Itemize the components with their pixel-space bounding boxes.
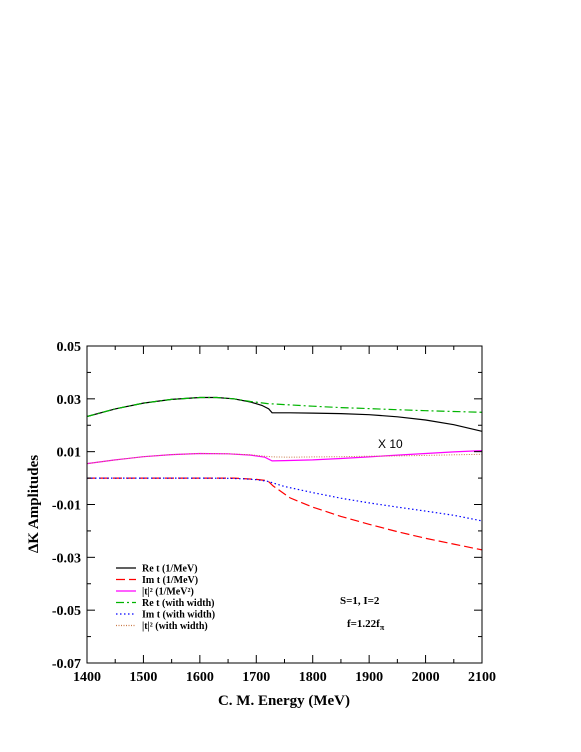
series-line-4: [86, 396, 483, 418]
annotation-state: S=1, I=2: [340, 595, 380, 607]
y-tick-label: -0.01: [52, 499, 81, 514]
legend: Re t (1/MeV)Im t (1/MeV)|t|² (1/MeV²)Re …: [116, 564, 215, 632]
y-tick-label: -0.05: [52, 604, 81, 619]
annotation-coupling-sub: π: [380, 623, 385, 632]
y-tick-label: 0.05: [57, 340, 82, 355]
x-axis-label: C. M. Energy (MeV): [218, 693, 350, 709]
x-tick-label: 1500: [129, 670, 157, 685]
y-tick-label: -0.03: [52, 551, 81, 566]
legend-label: Re t (1/MeV): [142, 564, 198, 575]
x-tick-label: 1700: [242, 670, 270, 685]
y-tick-label: -0.07: [52, 657, 81, 672]
annotation-coupling-main: f=1.22f: [347, 618, 380, 630]
legend-label: Im t (1/MeV): [142, 575, 198, 586]
legend-label: Re t (with width): [142, 598, 215, 609]
y-tick-labels: -0.07 -0.05 -0.03 -0.01 0.01 0.03 0.05: [52, 340, 81, 672]
legend-label: |t|² (with width): [142, 621, 208, 632]
series-line-6: [86, 452, 483, 465]
x-tick-label: 2000: [412, 670, 440, 685]
x-tick-labels: 1400 1500 1600 1700 1800 1900 2000 2100: [73, 670, 496, 685]
axis-ticks: [86, 345, 483, 664]
series-line-2: [87, 477, 483, 551]
y-tick-label: 0.01: [57, 446, 82, 461]
annotation-x10: X 10: [378, 437, 403, 451]
x-tick-label: 1600: [186, 670, 214, 685]
legend-label: Im t (with width): [142, 610, 215, 621]
x-tick-label: 1400: [73, 670, 101, 685]
y-axis-label: ΔK Amplitudes: [26, 455, 42, 553]
x-tick-label: 1800: [299, 670, 327, 685]
series-line-5: [87, 477, 483, 522]
x-tick-label: 2100: [468, 670, 496, 685]
legend-label: |t|² (1/MeV²): [142, 587, 194, 598]
series-lines: [86, 396, 483, 551]
y-tick-label: 0.03: [57, 393, 82, 408]
x-tick-label: 1900: [355, 670, 383, 685]
annotation-coupling: f=1.22fπ: [347, 618, 385, 632]
